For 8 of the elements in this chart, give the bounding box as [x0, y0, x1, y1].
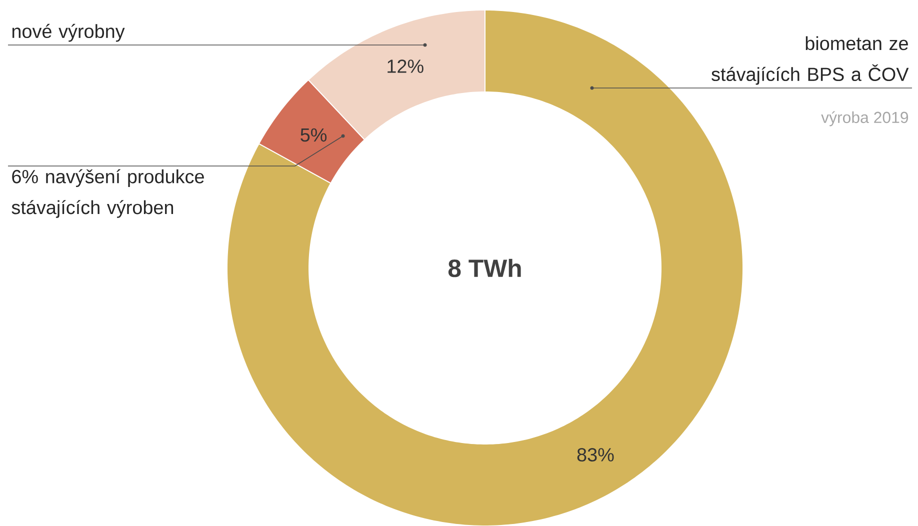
slice-label: biometan ze stávajících BPS a ČOV: [712, 36, 909, 85]
text: 8 TWh: [448, 258, 521, 277]
data-label: 83%: [577, 448, 614, 462]
slice-label: 6% navýšení produkce stávajících výroben: [12, 168, 204, 218]
text: výroba 2019: [821, 110, 908, 126]
data-label: 12%: [388, 59, 424, 73]
slice-label: nové výrobny: [12, 24, 125, 42]
data-label: 5%: [300, 128, 327, 142]
